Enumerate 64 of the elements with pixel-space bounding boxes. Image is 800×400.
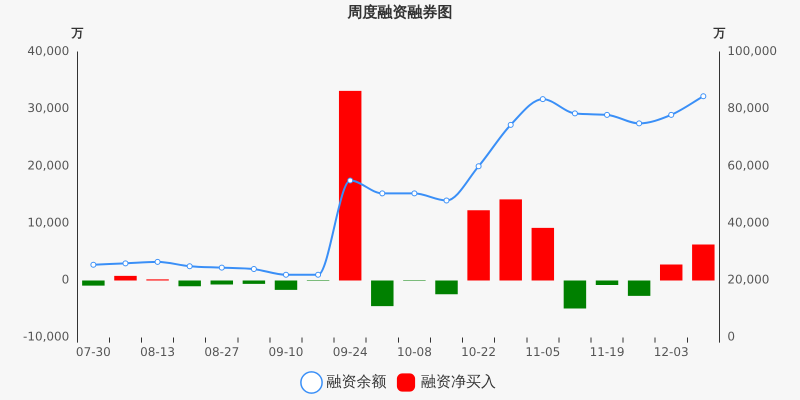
bar (114, 276, 137, 280)
bar (274, 280, 298, 290)
point (90, 262, 96, 268)
y2-tick-label: 80,000 (727, 101, 770, 116)
point (604, 112, 610, 118)
bar (564, 280, 586, 308)
x-tick-label: 11-19 (590, 344, 624, 359)
point (315, 272, 322, 278)
y2-axis-title: 万 (712, 26, 726, 40)
y2-tick-label: 40,000 (727, 215, 770, 230)
point (282, 272, 289, 278)
bar (628, 280, 650, 296)
bar (82, 280, 105, 286)
bar (499, 199, 522, 280)
y-tick-label: 30,000 (27, 101, 70, 116)
bar (660, 264, 682, 280)
y-tick-label: 0 (62, 272, 70, 287)
bar (242, 280, 266, 284)
point (154, 258, 161, 265)
point (379, 190, 386, 196)
y-tick-label: 10,000 (27, 215, 70, 230)
x-tick-label: 07-30 (76, 344, 111, 359)
legend-label: 融资净买入 (421, 372, 496, 390)
bar (210, 280, 234, 284)
point (476, 163, 482, 170)
x-tick-label: 09-10 (268, 344, 304, 359)
bar (371, 280, 394, 306)
point (540, 96, 546, 102)
point (700, 93, 706, 100)
point (122, 260, 128, 266)
bar (596, 280, 618, 286)
x-tick-label: 11-05 (525, 344, 560, 359)
point (668, 112, 674, 118)
bar (467, 210, 490, 280)
bar (532, 228, 554, 280)
y-tick-label: -10,000 (22, 330, 70, 344)
point (218, 264, 225, 271)
bar (178, 280, 201, 286)
point (572, 110, 578, 116)
x-tick-label: 08-13 (140, 344, 176, 359)
chart-title: 周度融资融券图 (346, 2, 452, 21)
y2-tick-label: 60,000 (727, 158, 770, 172)
x-tick-label: 10-08 (396, 344, 432, 359)
point (444, 198, 450, 204)
point (250, 266, 257, 272)
legend-label: 融资余额 (326, 372, 386, 390)
y-tick-label: 20,000 (27, 158, 70, 172)
point (347, 178, 354, 184)
bar (338, 90, 362, 280)
x-tick-label: 09-24 (332, 344, 368, 359)
point (186, 263, 193, 270)
x-tick-label: 12-03 (654, 344, 689, 359)
y2-tick-label: 100,000 (727, 44, 777, 58)
y2-tick-label: 20,000 (727, 272, 770, 287)
y-tick-label: 40,000 (27, 44, 70, 58)
bar (435, 280, 458, 294)
x-tick-label: 10-22 (461, 344, 496, 359)
point (411, 190, 418, 196)
x-tick-label: 08-27 (204, 344, 240, 359)
y2-tick-label: 0 (727, 330, 736, 344)
y-axis-title: 万 (70, 26, 84, 40)
bar (692, 244, 715, 280)
point (636, 120, 642, 126)
point (508, 122, 514, 128)
